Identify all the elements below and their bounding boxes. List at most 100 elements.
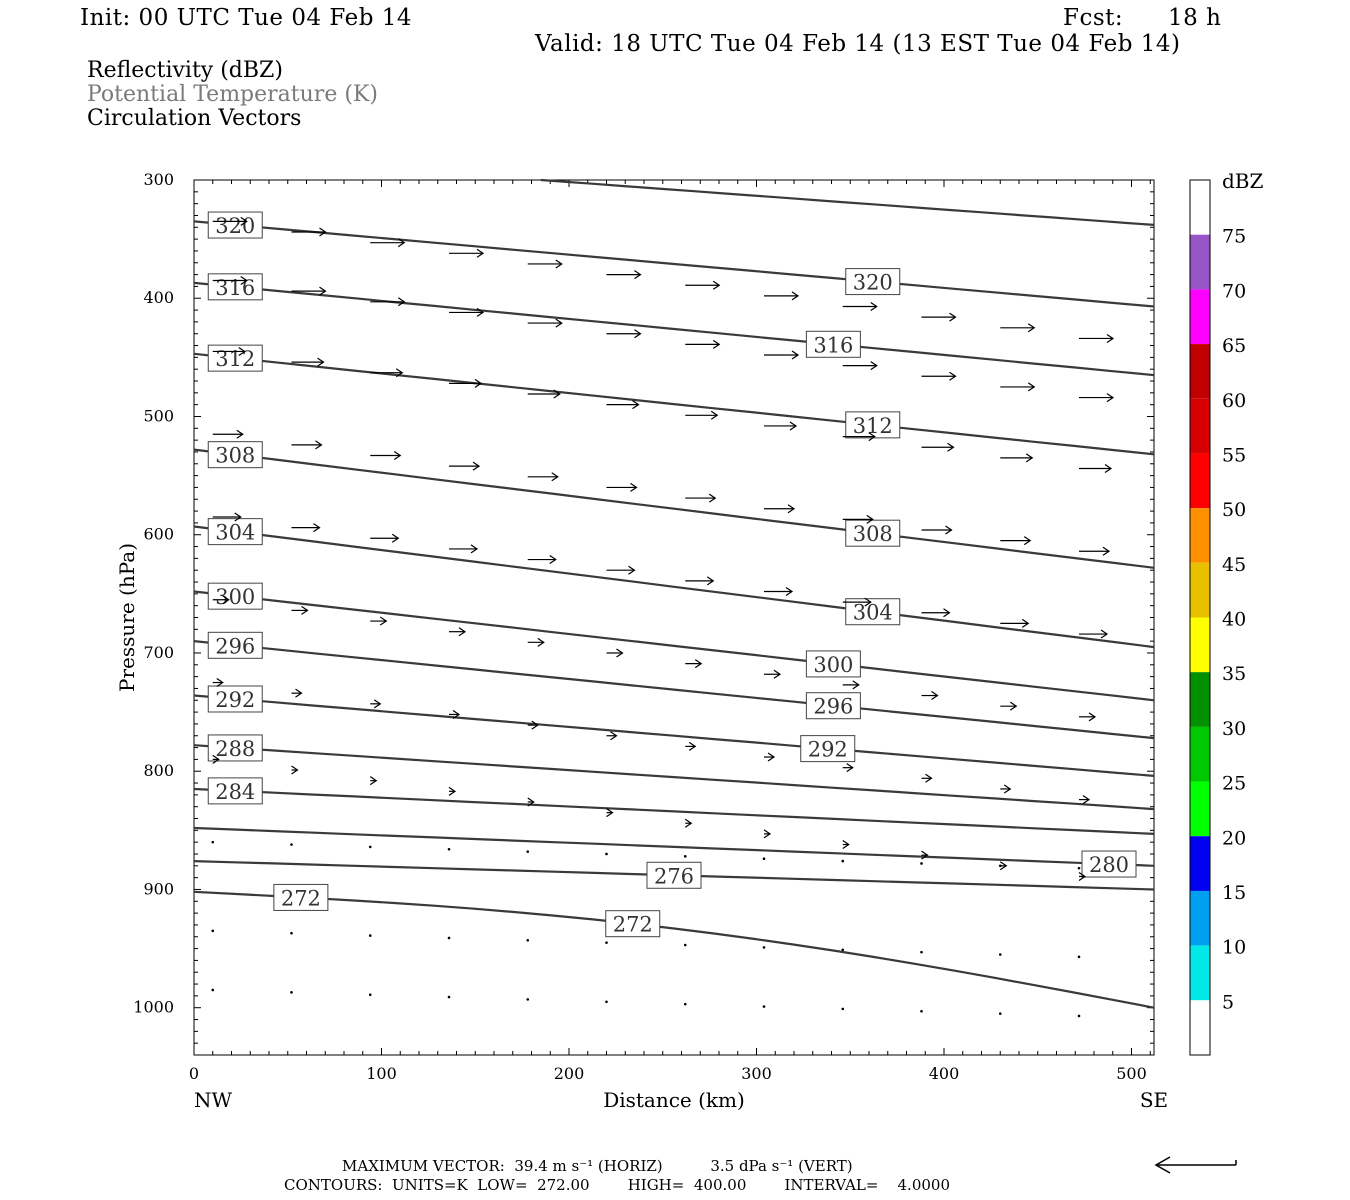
vector-head bbox=[393, 451, 402, 461]
x-end-label-nw: NW bbox=[194, 1088, 233, 1112]
vector-dot bbox=[998, 953, 1002, 956]
isentrope-324 bbox=[540, 178, 1155, 226]
vector-head bbox=[549, 555, 557, 565]
colorbar-level-label: 10 bbox=[1222, 937, 1246, 959]
y-tick-label: 1000 bbox=[133, 998, 174, 1017]
vector-dot bbox=[368, 993, 372, 996]
isentropes: 320 320 316 316 312 312 308 308 304 304 300 300 296 2… bbox=[193, 178, 1155, 1009]
vector-dot bbox=[1077, 955, 1081, 959]
colorbar-segment bbox=[1190, 945, 1210, 1001]
forecast-hours: 18 h bbox=[1168, 5, 1222, 31]
x-tick-label: 400 bbox=[929, 1064, 960, 1083]
vector-dot bbox=[211, 929, 215, 933]
isentrope-316 bbox=[193, 281, 1155, 377]
vector-head bbox=[1088, 712, 1097, 722]
isentrope-label-box bbox=[805, 330, 861, 358]
colorbar-segment bbox=[1190, 726, 1210, 782]
colorbar-segment bbox=[1190, 672, 1210, 727]
vector-head bbox=[634, 270, 642, 280]
colorbar-level-label: 60 bbox=[1222, 390, 1246, 412]
colorbar-segment bbox=[1190, 562, 1210, 618]
vector-head bbox=[787, 504, 796, 514]
vector-dot bbox=[841, 1007, 845, 1011]
isentrope-label: 296 bbox=[215, 634, 255, 658]
vector-dot bbox=[290, 991, 293, 994]
isentrope-label: 280 bbox=[1089, 853, 1129, 877]
colorbar-level-label: 75 bbox=[1222, 226, 1246, 248]
axes: 0 100 200 300 400 500 300 400 500 600 700 800 900 100… bbox=[115, 170, 1168, 1112]
colorbar-level-label: 70 bbox=[1222, 280, 1246, 302]
field-circulation-vectors: Circulation Vectors bbox=[87, 106, 302, 131]
vector-head bbox=[789, 421, 798, 431]
vector-dot bbox=[605, 941, 608, 944]
vector-head bbox=[785, 586, 794, 596]
vector-dot bbox=[920, 862, 923, 865]
vector-head bbox=[240, 216, 248, 226]
x-tick-label: 200 bbox=[554, 1064, 585, 1083]
x-tick-label: 0 bbox=[189, 1064, 199, 1083]
y-tick-label: 700 bbox=[143, 643, 174, 662]
vector-head bbox=[710, 410, 719, 420]
vector-dot bbox=[1077, 866, 1081, 870]
vector-dot bbox=[683, 943, 687, 947]
isentrope-label-box bbox=[845, 519, 901, 547]
vector-head bbox=[1003, 784, 1012, 794]
vector-head bbox=[448, 786, 457, 796]
isentrope-272 bbox=[193, 890, 1155, 1009]
isentrope-280 bbox=[193, 826, 1155, 867]
vector-head bbox=[373, 699, 382, 709]
isentrope-label-box bbox=[845, 268, 901, 296]
vector-dot bbox=[368, 845, 372, 849]
vector-head bbox=[866, 514, 874, 524]
colorbar-level-label: 65 bbox=[1222, 335, 1246, 357]
isentrope-label: 320 bbox=[215, 214, 255, 238]
y-tick-label: 800 bbox=[143, 761, 174, 780]
vector-head bbox=[1106, 393, 1115, 403]
vector-head bbox=[470, 544, 479, 554]
isentrope-label: 304 bbox=[215, 521, 255, 545]
isentrope-label-box bbox=[207, 518, 263, 546]
vector-head bbox=[1104, 464, 1113, 474]
vector-dot bbox=[368, 934, 372, 937]
vector-dot bbox=[762, 1005, 766, 1008]
vector-head bbox=[295, 688, 303, 698]
isentrope-label-box bbox=[805, 692, 861, 720]
isentrope-label: 272 bbox=[281, 886, 321, 910]
y-tick-label: 500 bbox=[143, 406, 174, 425]
vector-dot bbox=[683, 855, 687, 858]
colorbar-segment bbox=[1190, 1000, 1210, 1055]
vector-head bbox=[212, 754, 220, 764]
isentrope-label-box bbox=[805, 650, 861, 678]
isentrope-label: 320 bbox=[853, 271, 893, 295]
vector-dot bbox=[447, 936, 451, 940]
colorbar-segment bbox=[1190, 617, 1210, 673]
vector-head bbox=[222, 595, 230, 605]
colorbar-frame bbox=[1189, 179, 1211, 1056]
x-tick-label: 100 bbox=[366, 1064, 397, 1083]
vector-dot bbox=[447, 995, 451, 999]
vector-head bbox=[238, 346, 246, 356]
isentrope-label: 316 bbox=[215, 276, 255, 300]
isentrope-label: 276 bbox=[654, 864, 694, 888]
colorbar-segment bbox=[1190, 180, 1210, 235]
vector-head bbox=[925, 773, 933, 783]
vector-head bbox=[606, 808, 614, 818]
vector-head bbox=[452, 709, 461, 719]
colorbar-segment bbox=[1190, 453, 1210, 509]
colorbar-segment bbox=[1190, 508, 1210, 563]
plot-frame bbox=[193, 179, 1155, 1056]
contour-parameters: CONTOURS: UNITS=K LOW= 272.00 HIGH= 400.… bbox=[284, 1176, 950, 1194]
isentrope-label-box bbox=[845, 411, 901, 439]
y-tick-label: 900 bbox=[143, 879, 174, 898]
vector-head bbox=[773, 669, 782, 679]
vector-head bbox=[870, 302, 878, 312]
isentrope-label: 272 bbox=[613, 913, 653, 937]
vector-head bbox=[291, 765, 299, 775]
vector-head bbox=[1021, 618, 1030, 628]
vector-head bbox=[688, 741, 697, 751]
vector-head bbox=[1027, 323, 1036, 333]
isentrope-label: 316 bbox=[813, 333, 853, 357]
colorbar-segment bbox=[1190, 234, 1210, 290]
isentrope-label: 308 bbox=[853, 522, 893, 546]
colorbar-title: dBZ bbox=[1222, 169, 1264, 193]
